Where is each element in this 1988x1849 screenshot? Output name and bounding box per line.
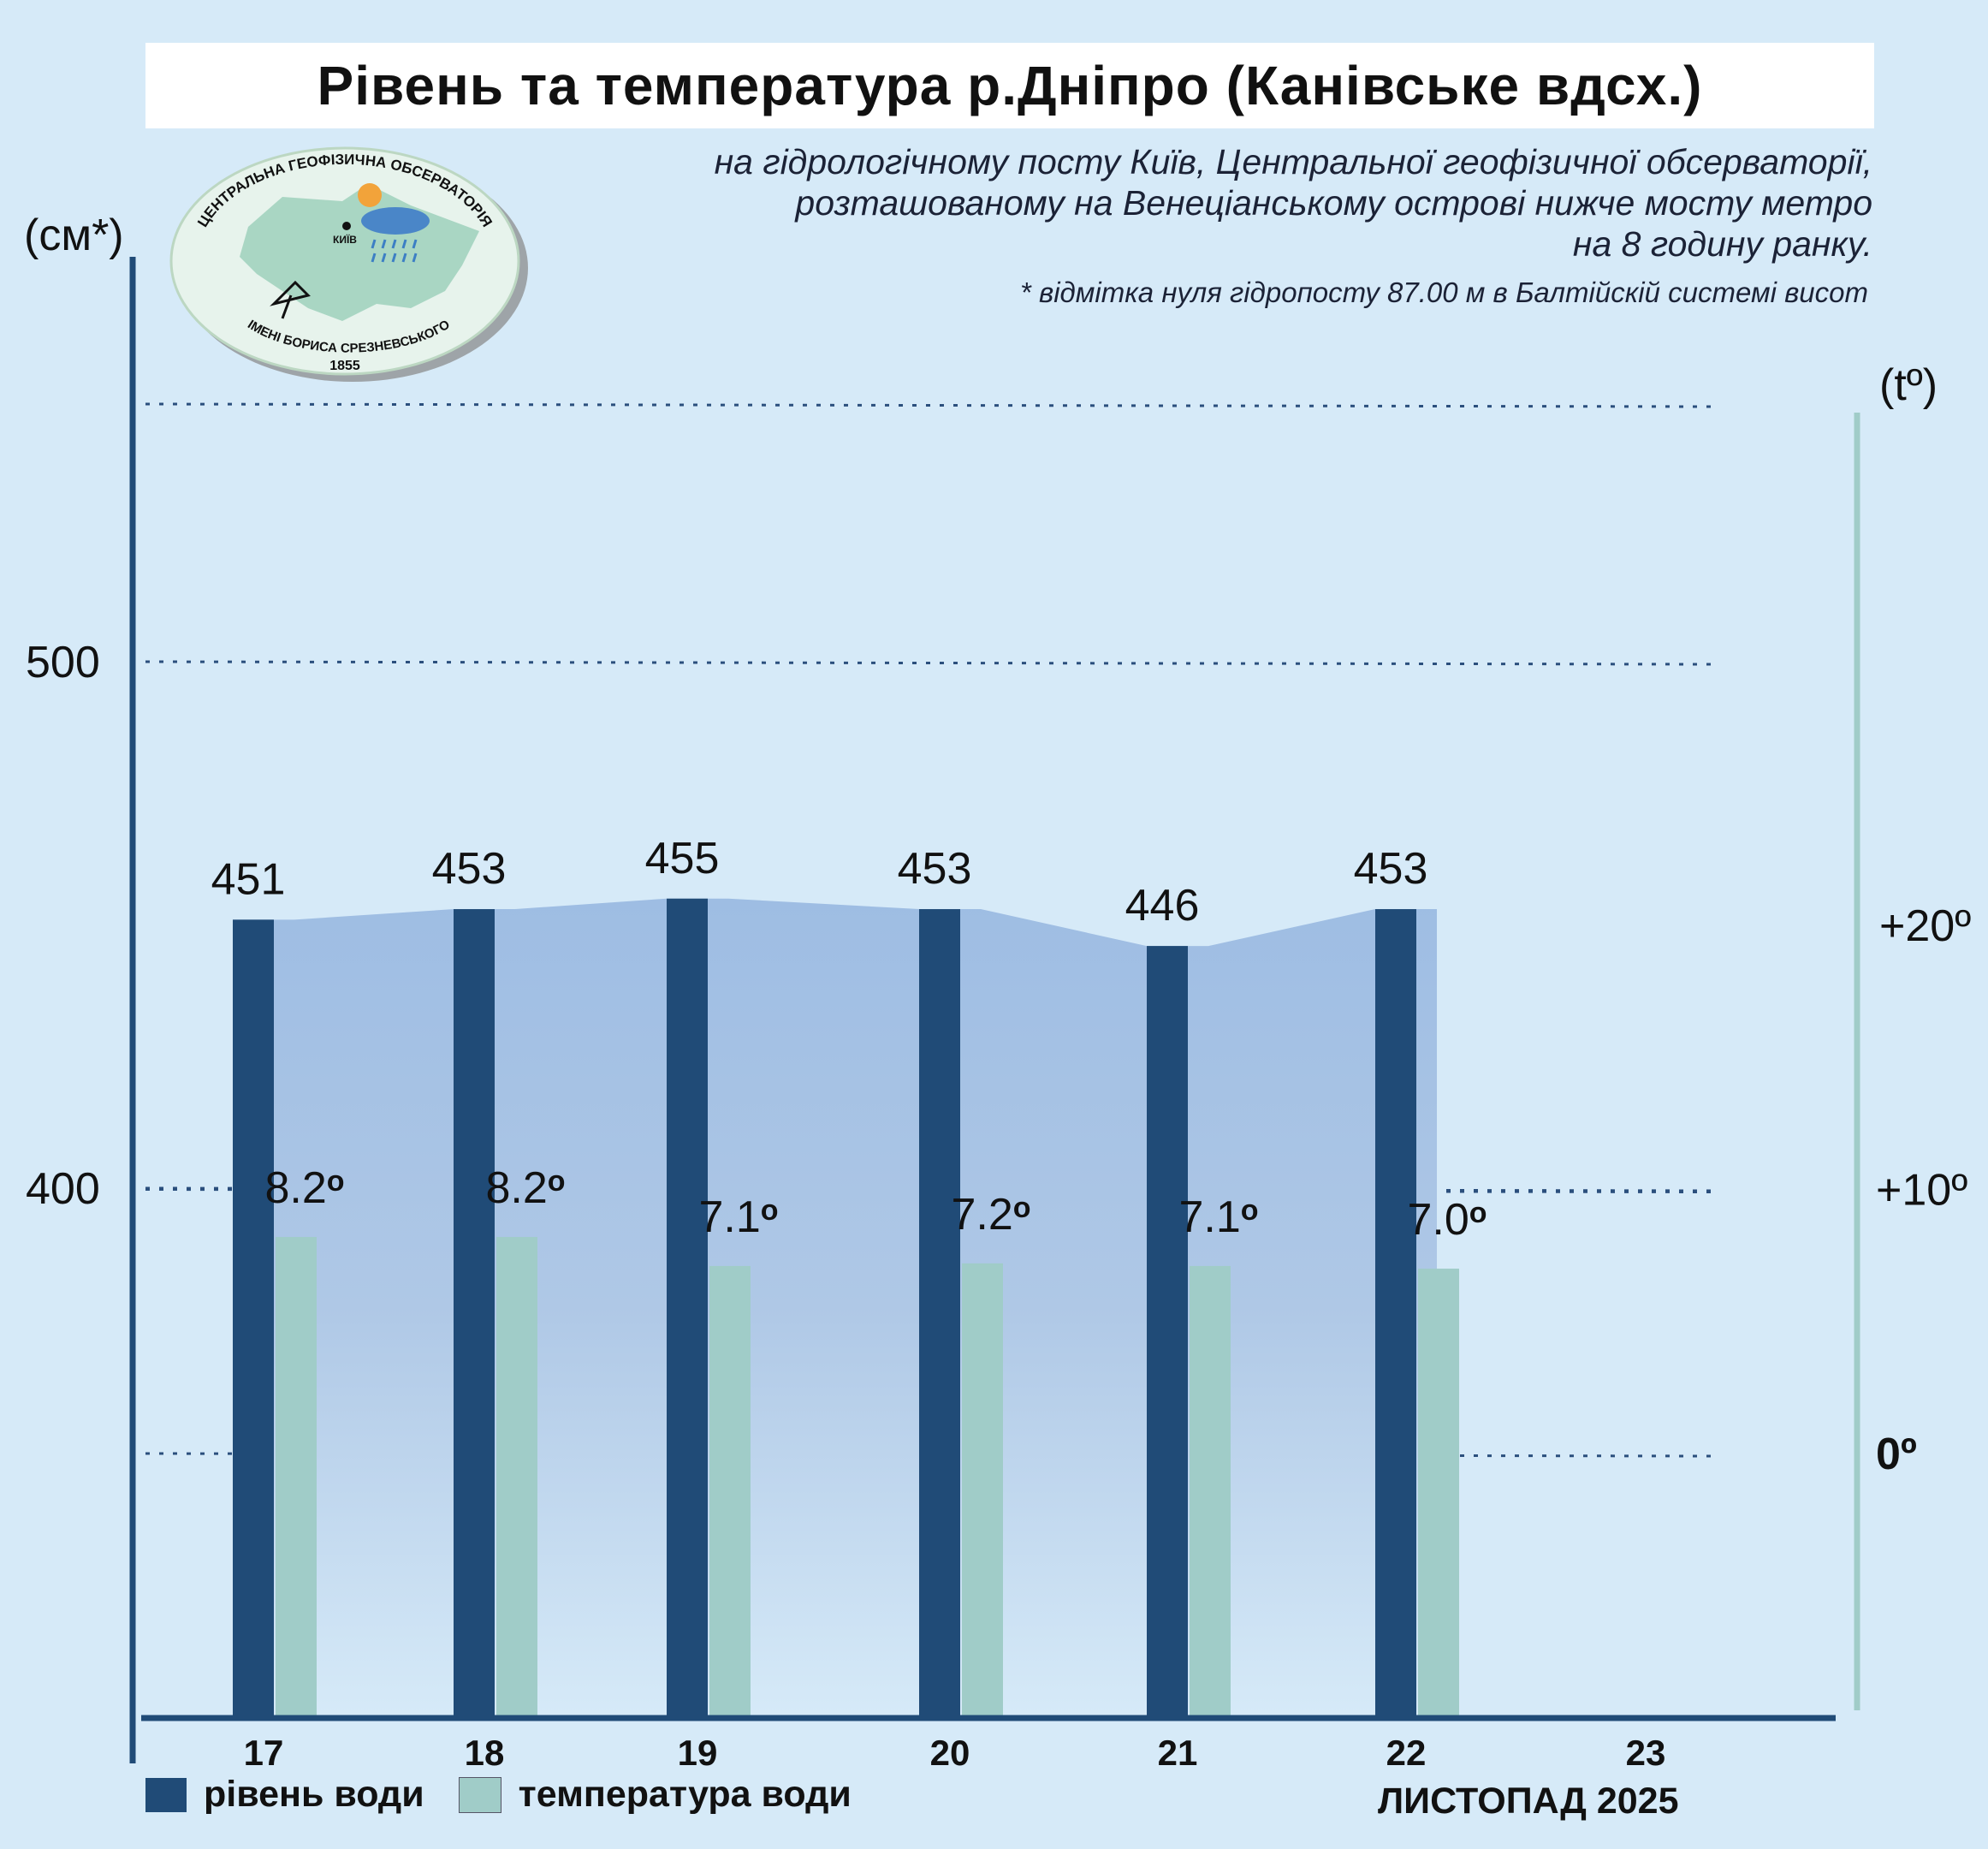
- rain-drop-icon: [391, 239, 397, 249]
- left-tick-label: 500: [26, 638, 100, 687]
- temp-bar: [496, 1237, 537, 1716]
- level-value-label: 451: [211, 854, 286, 904]
- labels: 4518.2о4538.2о4557.1о4537.2о4467.1о4537.…: [26, 638, 1971, 1773]
- satellite-dish-icon: [270, 280, 311, 306]
- right-axis-unit: (tº): [1879, 360, 1938, 410]
- gridline-4: [145, 402, 1712, 408]
- subtitle-line-1: на гідрологічному посту Київ, Центрально…: [714, 142, 1872, 181]
- temp-degree-sign: о: [1469, 1197, 1487, 1229]
- level-bar: [1375, 909, 1416, 1716]
- temp-degree-sign: о: [1241, 1194, 1259, 1227]
- legend-swatch-level: [145, 1777, 187, 1812]
- gridline-1: [145, 660, 1712, 666]
- temp-degree-sign: о: [548, 1165, 566, 1198]
- legend-label-temp: температура води: [518, 1774, 852, 1815]
- x-tick-label: 23: [1626, 1733, 1666, 1773]
- rain-drop-icon: [401, 239, 407, 249]
- x-tick-label: 20: [930, 1733, 970, 1773]
- legend-label-level: рівень води: [204, 1774, 424, 1815]
- x-tick-label: 19: [678, 1733, 718, 1773]
- legend-swatch-temp: [458, 1776, 501, 1813]
- level-value-label: 453: [1354, 844, 1428, 894]
- temp-value-label: 7.0о: [1407, 1195, 1487, 1245]
- temp-bar: [709, 1265, 751, 1716]
- satellite-dish-stand: [281, 294, 293, 319]
- level-bar: [454, 909, 495, 1716]
- level-value-label: 455: [645, 834, 720, 883]
- month-label: ЛИСТОПАД 2025: [1378, 1781, 1679, 1822]
- subtitle-line-2: розташованому на Венеціанському острові …: [795, 183, 1872, 223]
- level-area-fill: [233, 898, 1437, 1716]
- temp-degree-sign: о: [761, 1194, 779, 1227]
- rain-drop-icon: [371, 239, 377, 249]
- temp-bar: [1418, 1269, 1459, 1716]
- axes: [129, 257, 1860, 1763]
- kyiv-dot: [342, 222, 351, 230]
- level-bar: [233, 919, 274, 1716]
- x-tick-label: 22: [1386, 1733, 1427, 1773]
- left-tick-label: 400: [26, 1164, 100, 1214]
- rain-drop-icon: [371, 253, 377, 263]
- temp-degree-sign: о: [327, 1165, 345, 1198]
- x-tick-label: 21: [1158, 1733, 1198, 1773]
- rain-drop-icon: [412, 239, 418, 249]
- rain-drop-icon: [391, 253, 397, 263]
- logo-city: КИЇВ: [333, 233, 357, 246]
- right-tick-label: +20º: [1879, 901, 1971, 951]
- subtitle-line-3: на 8 годину ранку.: [1572, 224, 1872, 264]
- x-tick-label: 17: [244, 1733, 284, 1773]
- level-value-label: 446: [1125, 881, 1200, 930]
- left-axis-unit: (см*): [24, 211, 124, 260]
- cloud-icon: [361, 207, 430, 235]
- rain-drop-icon: [381, 253, 387, 263]
- temp-degree-sign: о: [1013, 1192, 1031, 1224]
- rain-drop-icon: [381, 239, 387, 249]
- temp-bar: [276, 1237, 317, 1716]
- legend: рівень води температура води: [145, 1774, 852, 1816]
- right-tick-label: 0º: [1876, 1430, 1917, 1479]
- temp-bar: [962, 1263, 1003, 1716]
- bars: [233, 898, 1459, 1716]
- level-bar: [667, 898, 708, 1716]
- logo-year: 1855: [329, 359, 360, 373]
- rain-drop-icon: [412, 253, 418, 263]
- sun-icon: [358, 183, 382, 207]
- rain-drop-icon: [401, 253, 407, 263]
- level-bar: [1147, 946, 1188, 1716]
- level-bar: [919, 909, 960, 1716]
- footnote: * відмітка нуля гідропосту 87.00 м в Бал…: [1019, 276, 1868, 308]
- level-value-label: 453: [432, 844, 507, 894]
- chart-title: Рівень та температура р.Дніпро (Канівськ…: [317, 55, 1703, 116]
- level-area: [233, 898, 1437, 1716]
- temp-bar: [1190, 1265, 1231, 1716]
- subtitle: на гідрологічному посту Київ, Центрально…: [375, 141, 1872, 265]
- title-banner: Рівень та температура р.Дніпро (Канівськ…: [145, 43, 1874, 128]
- level-value-label: 453: [898, 844, 972, 894]
- x-tick-label: 18: [465, 1733, 505, 1773]
- right-tick-label: +10º: [1876, 1166, 1967, 1216]
